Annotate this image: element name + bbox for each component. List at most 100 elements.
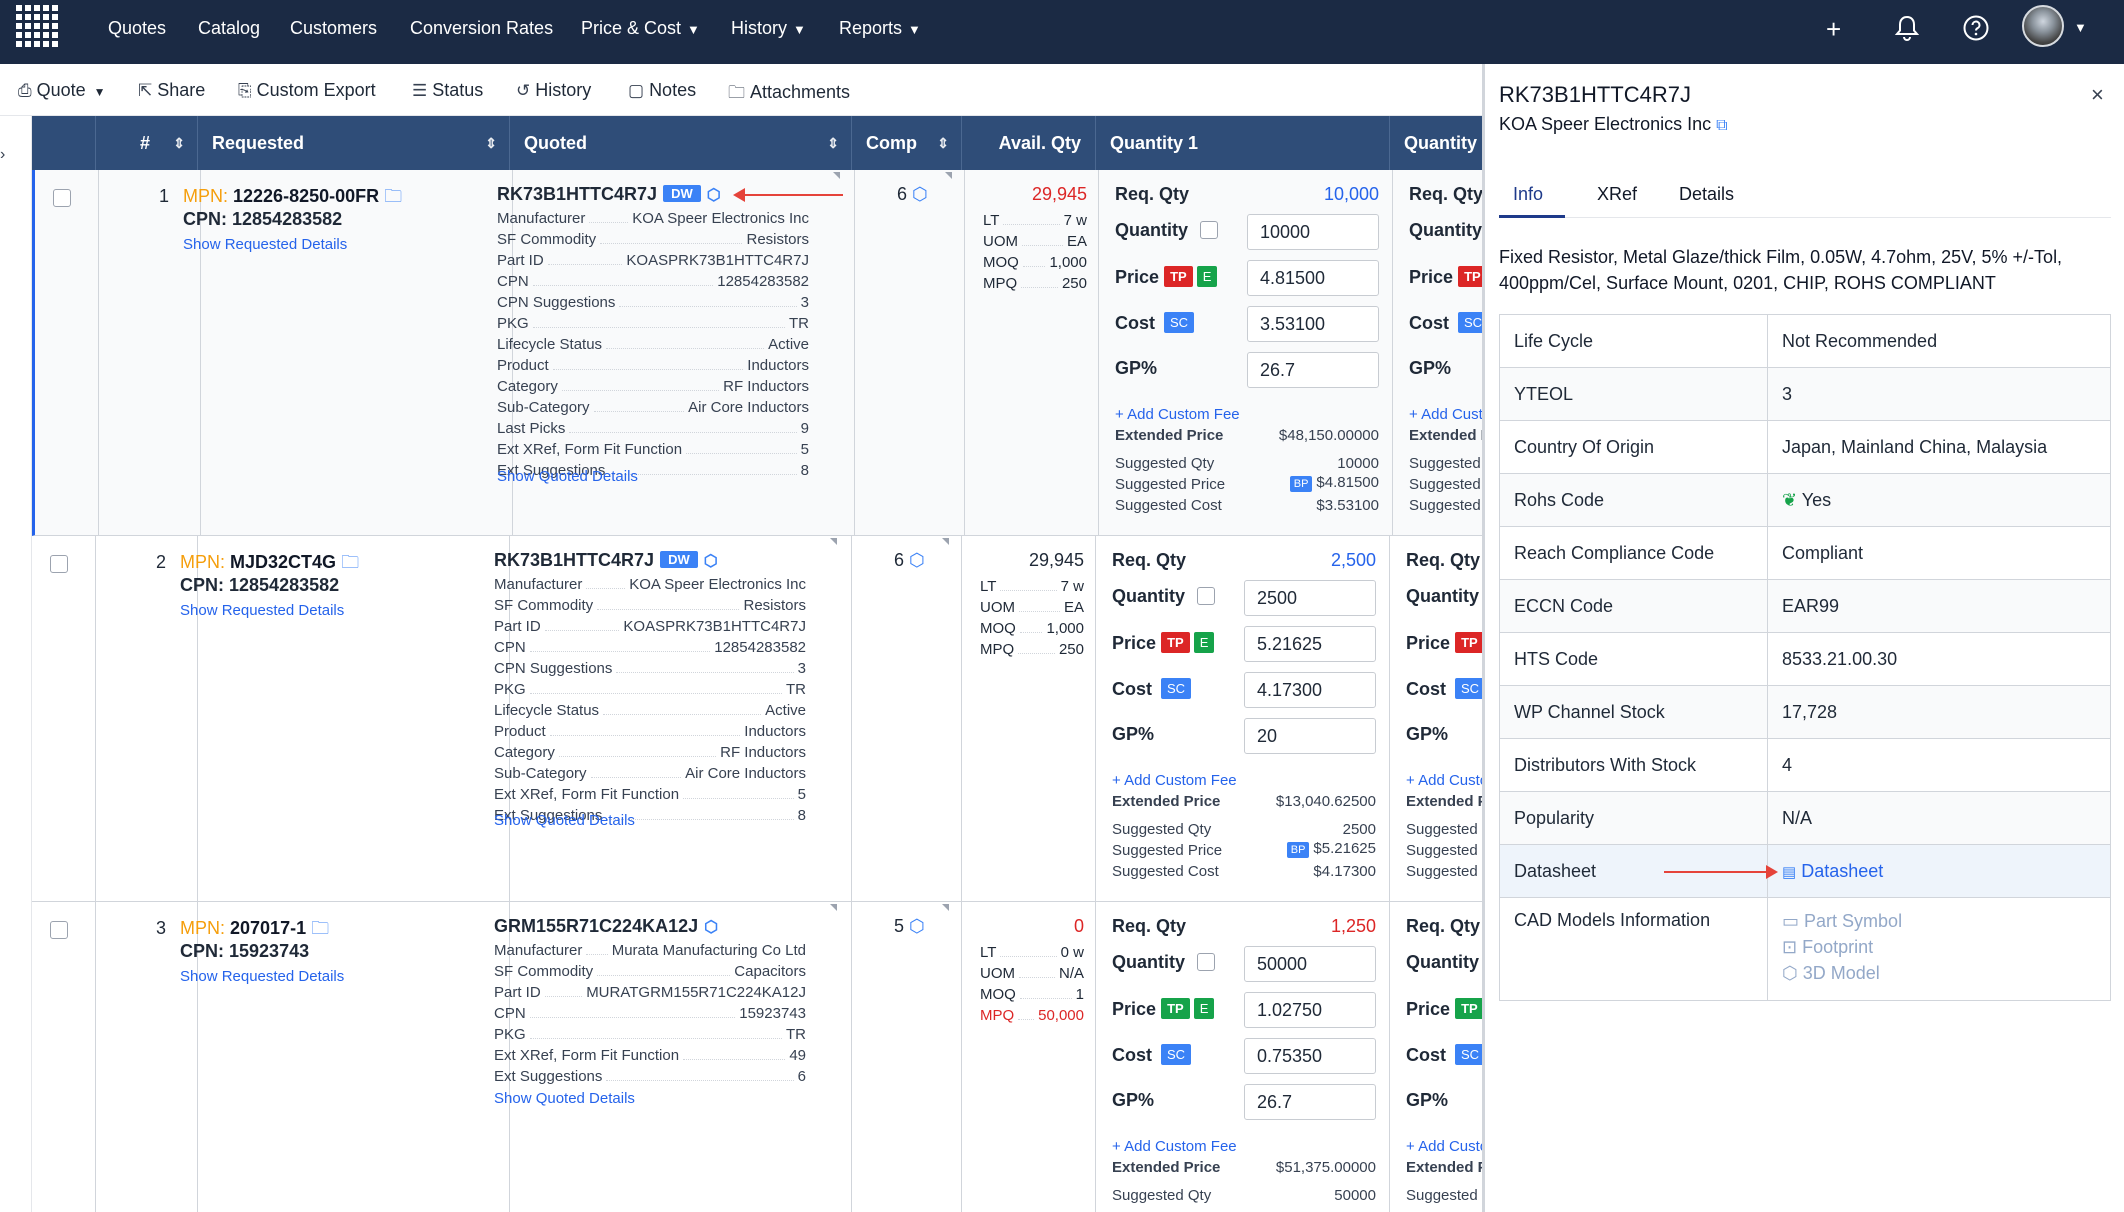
sc-badge[interactable]: SC (1455, 678, 1482, 699)
price-input[interactable]: 4.81500 (1247, 260, 1379, 296)
help-icon[interactable] (1962, 14, 1990, 49)
sc-badge[interactable]: SC (1458, 312, 1482, 333)
quantity-input[interactable]: 50000 (1244, 946, 1376, 982)
header-requested[interactable]: Requested ⇕ (198, 116, 510, 170)
e-badge[interactable]: E (1193, 998, 1215, 1019)
row-checkbox[interactable] (50, 555, 68, 573)
quantity-input[interactable]: 2500 (1244, 580, 1376, 616)
tp-badge[interactable]: TP (1455, 998, 1482, 1019)
tp-badge[interactable]: TP (1161, 632, 1190, 653)
bp-badge[interactable]: BP (1286, 842, 1310, 858)
price-input[interactable]: 1.02750 (1244, 992, 1376, 1028)
show-requested-details-link[interactable]: Show Requested Details (180, 602, 345, 619)
table-row[interactable]: 2 MPN: MJD32CT4G 🗀 CPN: 12854283582 Show… (32, 536, 1482, 902)
sc-badge[interactable]: SC (1455, 1044, 1482, 1065)
nav-quotes[interactable]: Quotes (108, 18, 167, 38)
quoted-part-number[interactable]: RK73B1HTTC4R7J (497, 184, 658, 204)
comp-count[interactable]: 5 ⬡ (894, 916, 925, 937)
share-button[interactable]: ⇱ Share (138, 80, 205, 101)
quoted-part-number[interactable]: RK73B1HTTC4R7J (494, 550, 655, 570)
nav-catalog[interactable]: Catalog (198, 18, 261, 38)
nav-history[interactable]: History ▼ (731, 18, 806, 39)
close-icon[interactable]: × (2091, 82, 2104, 107)
show-quoted-details-link[interactable]: Show Quoted Details (494, 812, 635, 829)
show-quoted-details-link[interactable]: Show Quoted Details (494, 1090, 635, 1107)
cad-footprint[interactable]: ⊡ Footprint (1782, 934, 2110, 960)
show-requested-details-link[interactable]: Show Requested Details (180, 968, 345, 985)
nav-conversion-rates[interactable]: Conversion Rates (410, 18, 554, 38)
sort-icon[interactable]: ⇕ (173, 134, 185, 151)
custom-export-button[interactable]: ⎘ Custom Export (238, 80, 376, 101)
row-checkbox[interactable] (50, 921, 68, 939)
header-num[interactable]: # ⇕ (96, 116, 198, 170)
table-row[interactable]: 1 MPN: 12226-8250-00FR 🗀 CPN: 1285428358… (32, 170, 1482, 536)
tp-badge[interactable]: TP (1455, 632, 1482, 653)
cost-input[interactable]: 4.17300 (1244, 672, 1376, 708)
sort-icon[interactable]: ⇕ (485, 134, 497, 151)
sc-badge[interactable]: SC (1161, 1044, 1192, 1065)
cad-3d-model[interactable]: ⬡ 3D Model (1782, 960, 2110, 986)
q2-add-custom-fee-link[interactable]: + Add Custom F (1409, 406, 1482, 423)
external-link-icon[interactable]: ⧉ (1716, 117, 1728, 134)
header-comp[interactable]: Comp ⇕ (852, 116, 962, 170)
nav-reports[interactable]: Reports ▼ (839, 18, 921, 39)
show-requested-details-link[interactable]: Show Requested Details (183, 236, 348, 253)
status-button[interactable]: ☰ Status (412, 80, 483, 101)
sort-icon[interactable]: ⇕ (827, 134, 839, 151)
header-quoted[interactable]: Quoted ⇕ (510, 116, 852, 170)
quoted-part-number[interactable]: GRM155R71C224KA12J (494, 916, 699, 936)
tp-badge[interactable]: TP (1161, 998, 1190, 1019)
cube-icon[interactable]: ⬡ (703, 553, 718, 570)
bp-badge[interactable]: BP (1289, 476, 1313, 492)
tab-xref[interactable]: XRef (1597, 184, 1638, 204)
dw-badge[interactable]: DW (663, 185, 701, 202)
row-checkbox[interactable] (53, 189, 71, 207)
attachments-button[interactable]: 🗀 Attachments (728, 80, 850, 109)
table-row[interactable]: 3 MPN: 207017-1 🗀 CPN: 15923743 Show Req… (32, 902, 1482, 1212)
e-badge[interactable]: E (1196, 266, 1218, 287)
tab-details[interactable]: Details (1679, 184, 1735, 204)
comp-count[interactable]: 6 ⬡ (897, 184, 928, 205)
add-custom-fee-link[interactable]: + Add Custom Fee (1112, 772, 1237, 789)
folder-icon[interactable]: 🗀 (341, 552, 360, 572)
avatar[interactable] (2022, 5, 2064, 47)
plus-icon[interactable]: + (1826, 14, 1842, 44)
nav-price-cost[interactable]: Price & Cost ▼ (581, 18, 700, 39)
comp-count[interactable]: 6 ⬡ (894, 550, 925, 571)
gp-input[interactable]: 26.7 (1244, 1084, 1376, 1120)
panel-manufacturer[interactable]: KOA Speer Electronics Inc ⧉ (1499, 114, 1728, 135)
add-custom-fee-link[interactable]: + Add Custom Fee (1115, 406, 1240, 423)
sc-badge[interactable]: SC (1161, 678, 1192, 699)
chevron-right-icon[interactable]: › (0, 146, 6, 163)
cost-input[interactable]: 0.75350 (1244, 1038, 1376, 1074)
notes-button[interactable]: ▢ Notes (628, 80, 696, 101)
cube-icon[interactable]: ⬡ (706, 187, 721, 204)
gp-input[interactable]: 20 (1244, 718, 1376, 754)
cad-part-symbol[interactable]: ▭ Part Symbol (1782, 908, 2110, 934)
quantity-checkbox[interactable] (1197, 587, 1216, 605)
tp-badge[interactable]: TP (1164, 266, 1193, 287)
quantity-input[interactable]: 10000 (1247, 214, 1379, 250)
app-grid-logo-icon[interactable] (16, 5, 58, 47)
add-custom-fee-link[interactable]: + Add Custom Fee (1112, 1138, 1237, 1155)
show-quoted-details-link[interactable]: Show Quoted Details (497, 468, 638, 485)
quote-menu-button[interactable]: ⎙ Quote ▼ (18, 80, 106, 101)
cube-icon[interactable]: ⬡ (704, 919, 719, 936)
e-badge[interactable]: E (1193, 632, 1215, 653)
gp-input[interactable]: 26.7 (1247, 352, 1379, 388)
folder-icon[interactable]: 🗀 (311, 918, 330, 938)
nav-customers[interactable]: Customers (290, 18, 378, 38)
header-avail-qty[interactable]: Avail. Qty (962, 116, 1096, 170)
quantity-checkbox[interactable] (1200, 221, 1219, 239)
chevron-down-icon[interactable]: ▼ (2074, 20, 2087, 35)
bell-icon[interactable] (1894, 14, 1920, 49)
history-button[interactable]: ↺ History (516, 80, 591, 101)
cost-input[interactable]: 3.53100 (1247, 306, 1379, 342)
quantity-checkbox[interactable] (1197, 953, 1216, 971)
q2-add-custom-fee-link[interactable]: + Add Custom F (1406, 772, 1482, 789)
tp-badge[interactable]: TP (1458, 266, 1482, 287)
folder-icon[interactable]: 🗀 (384, 186, 403, 206)
sort-icon[interactable]: ⇕ (937, 134, 949, 151)
tab-info[interactable]: Info (1513, 184, 1544, 204)
datasheet-link[interactable]: Datasheet (1801, 860, 1884, 881)
